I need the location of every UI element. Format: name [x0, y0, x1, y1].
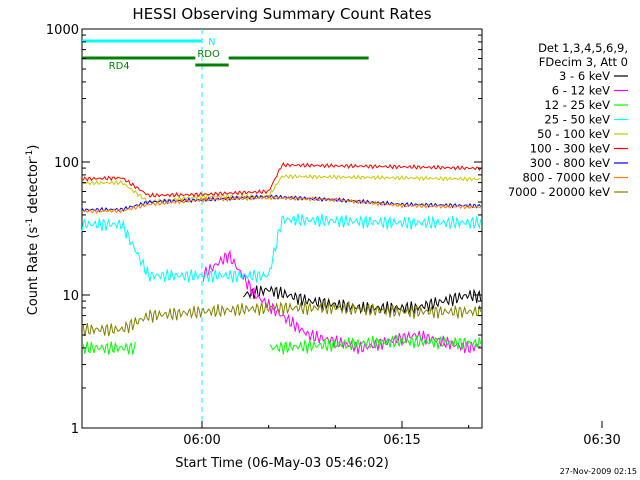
x-tick-label: 06:30: [583, 433, 620, 448]
legend-entry-label: 50 - 100 keV: [537, 127, 610, 141]
legend-entry-label: 6 - 12 keV: [552, 84, 610, 98]
legend-entry-label: 25 - 50 keV: [544, 113, 610, 127]
legend-entry-label: 7000 - 20000 keV: [508, 185, 610, 199]
flag-label: RD4: [109, 61, 130, 72]
series-line: [81, 301, 482, 337]
legend: Det 1,3,4,5,6,9,FDecim 3, Att 03 - 6 keV…: [508, 41, 628, 199]
y-axis-label: Count Rate (s-1 detector-1): [25, 145, 41, 316]
y-tick-label: 1: [71, 422, 79, 437]
x-tick-label: 06:15: [383, 433, 420, 448]
x-axis-label: Start Time (06-May-03 05:46:02): [175, 456, 389, 471]
series-line: [81, 213, 482, 283]
legend-header-line: FDecim 3, Att 0: [539, 55, 628, 69]
x-tick-label: 06:00: [183, 433, 220, 448]
legend-entry-label: 800 - 7000 keV: [522, 171, 610, 185]
flag-label: RDO: [197, 49, 220, 60]
chart-title: HESSI Observing Summary Count Rates: [132, 5, 431, 23]
legend-entry-label: 12 - 25 keV: [544, 98, 610, 112]
y-tick-label: 10: [62, 289, 79, 304]
footer-timestamp: 27-Nov-2009 02:15: [560, 467, 637, 476]
y-tick-label: 100: [54, 156, 79, 171]
legend-entry-label: 300 - 800 keV: [530, 156, 610, 170]
plot-frame: [81, 28, 483, 429]
series-line: [81, 335, 482, 355]
legend-entry-label: 3 - 6 keV: [559, 69, 610, 83]
series-line: [81, 161, 482, 198]
y-tick-label: 1000: [46, 23, 79, 38]
series-line: [202, 249, 481, 355]
legend-header-line: Det 1,3,4,5,6,9,: [538, 41, 628, 55]
legend-entry-label: 100 - 300 keV: [530, 142, 610, 156]
series-line: [81, 194, 481, 215]
flag-label: N: [208, 37, 215, 48]
series-line: [242, 285, 482, 315]
